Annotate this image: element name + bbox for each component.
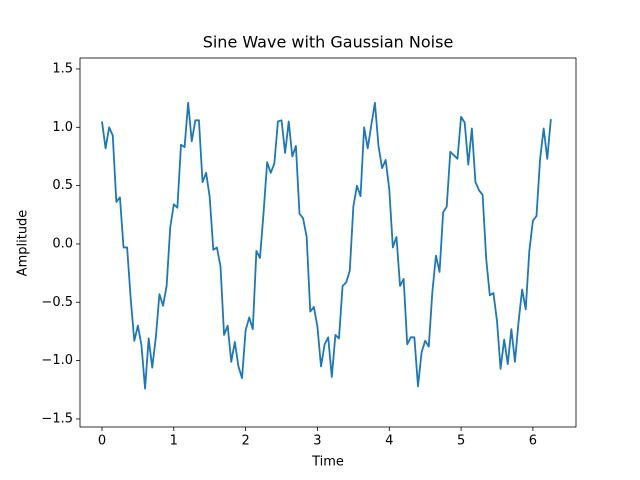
x-tick-label: 6 xyxy=(529,434,537,449)
x-tick-label: 2 xyxy=(241,434,249,449)
x-tick-label: 0 xyxy=(98,434,106,449)
x-tick-label: 5 xyxy=(457,434,465,449)
y-tick-label: 0.5 xyxy=(52,178,73,193)
y-tick-label: 0.0 xyxy=(52,236,73,251)
y-tick-label: 1.5 xyxy=(52,61,73,76)
y-axis-label: Amplitude xyxy=(16,210,31,277)
axes-frame xyxy=(79,57,577,428)
x-tick-label: 3 xyxy=(313,434,321,449)
chart-title: Sine Wave with Gaussian Noise xyxy=(203,33,454,52)
y-tick-label: −1.0 xyxy=(41,353,73,368)
y-tick-label: −0.5 xyxy=(41,295,73,310)
x-axis-label: Time xyxy=(311,455,344,470)
y-tick-label: −1.5 xyxy=(41,411,73,426)
x-tick-label: 1 xyxy=(170,434,178,449)
data-line xyxy=(101,101,552,390)
x-tick-label: 4 xyxy=(385,434,393,449)
y-tick-label: 1.0 xyxy=(52,120,73,135)
